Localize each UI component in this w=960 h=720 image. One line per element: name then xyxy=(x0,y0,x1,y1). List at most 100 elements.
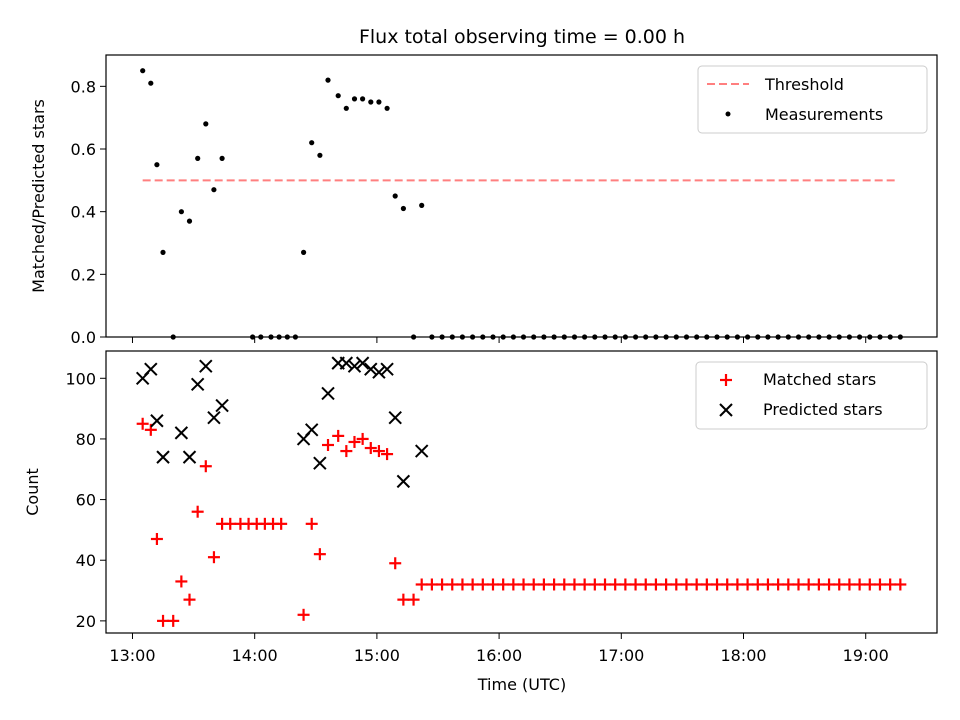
measurement-point xyxy=(160,249,166,255)
measurement-point xyxy=(211,187,217,193)
measurement-point xyxy=(317,152,323,158)
count-y-tick-label: 60 xyxy=(76,491,96,510)
predicted-point xyxy=(174,426,189,440)
measurement-point xyxy=(734,334,741,340)
measurement-point xyxy=(148,80,154,86)
measurement-point xyxy=(806,334,812,340)
ratio-panel: 0.00.20.40.60.8 Matched/Predicted stars … xyxy=(29,54,938,347)
x-tick-label: 14:00 xyxy=(232,646,278,665)
measurement-point xyxy=(258,334,264,340)
matched-point xyxy=(175,575,188,588)
matched-legend-swatch xyxy=(720,374,732,386)
measurement-point xyxy=(500,334,506,340)
measurement-point xyxy=(561,334,567,340)
measurement-point xyxy=(826,334,832,340)
measurement-point xyxy=(745,334,751,340)
matched-point xyxy=(199,460,212,473)
count-y-tick-label: 80 xyxy=(76,430,96,449)
matched-point xyxy=(322,439,335,451)
matched-point xyxy=(348,435,361,448)
measurement-point xyxy=(582,334,588,340)
matched-point xyxy=(578,578,591,591)
threshold-legend-label: Threshold xyxy=(764,75,844,94)
measurement-point xyxy=(195,155,201,161)
matched-point xyxy=(497,578,510,591)
matched-point xyxy=(537,578,550,591)
measurement-point xyxy=(400,205,406,212)
matched-point xyxy=(332,429,345,442)
matched-point xyxy=(356,432,369,445)
measurement-point xyxy=(284,334,290,340)
measurement-point xyxy=(724,334,730,340)
matched-point xyxy=(517,578,530,591)
matched-point xyxy=(599,578,612,591)
measurement-point xyxy=(622,334,629,340)
measurement-point xyxy=(510,334,516,340)
measurement-point xyxy=(309,140,315,146)
x-tick-label: 19:00 xyxy=(843,646,889,665)
measurement-point xyxy=(360,96,366,102)
measurement-point xyxy=(653,334,659,340)
matched-point xyxy=(207,551,220,564)
predicted-point xyxy=(144,362,158,376)
count-legend-box xyxy=(695,361,928,430)
matched-point xyxy=(700,578,713,591)
matched-point xyxy=(619,578,632,591)
predicted-point xyxy=(190,377,205,392)
measurement-point xyxy=(795,334,802,340)
measurement-point xyxy=(857,334,863,340)
matched-point xyxy=(558,578,571,591)
matched-point xyxy=(741,578,754,591)
predicted-point xyxy=(199,359,213,373)
measurement-point xyxy=(343,105,349,111)
measurement-point xyxy=(836,334,842,340)
matched-point xyxy=(690,578,703,591)
matched-point xyxy=(313,548,326,561)
measurement-point xyxy=(612,334,618,340)
matched-point xyxy=(751,578,764,591)
measurements-legend-swatch xyxy=(725,111,731,117)
measurement-point xyxy=(897,334,903,340)
matched-point xyxy=(389,557,402,570)
chart-title: Flux total observing time = 0.00 h xyxy=(359,26,685,48)
matched-point xyxy=(150,533,163,545)
matched-point xyxy=(680,578,693,591)
measurement-point xyxy=(643,334,649,340)
matched-point xyxy=(863,578,876,591)
predicted-point xyxy=(156,450,170,464)
matched-point xyxy=(415,578,428,591)
measurement-point xyxy=(325,77,331,83)
measurement-point xyxy=(219,155,225,161)
x-tick-label: 17:00 xyxy=(598,646,644,665)
matched-point xyxy=(812,578,825,591)
measurement-point xyxy=(250,334,256,340)
matched-point xyxy=(782,578,795,591)
measurement-point xyxy=(376,99,382,105)
measurement-point xyxy=(683,334,690,340)
measurement-point xyxy=(186,218,193,224)
matched-point xyxy=(639,578,652,591)
measurement-point xyxy=(673,334,679,340)
measurement-point xyxy=(335,93,341,99)
predicted-point xyxy=(339,356,354,370)
matched-point xyxy=(629,578,642,591)
matched-point xyxy=(305,517,318,530)
measurement-point xyxy=(714,334,720,340)
measurement-point xyxy=(602,334,608,340)
ratio-legend: Threshold Measurements xyxy=(697,65,928,134)
matched-point xyxy=(486,578,499,591)
predicted-point xyxy=(215,398,229,413)
matched-point xyxy=(731,578,744,591)
predicted-point xyxy=(364,362,378,376)
predicted-point xyxy=(321,386,335,401)
matched-point xyxy=(772,578,785,591)
matched-point xyxy=(191,505,204,518)
matched-point xyxy=(372,445,385,458)
ratio-y-tick-label: 0.0 xyxy=(71,328,96,347)
measurement-point xyxy=(392,193,398,199)
ratio-y-axis-label: Matched/Predicted stars xyxy=(29,99,48,293)
measurement-point xyxy=(140,68,146,74)
matched-point xyxy=(588,578,601,591)
matched-point xyxy=(436,578,449,591)
